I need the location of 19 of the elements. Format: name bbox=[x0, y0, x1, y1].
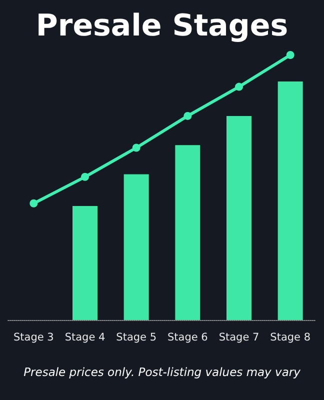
x-tick-label: Stage 5 bbox=[116, 332, 157, 344]
x-tick-label: Stage 4 bbox=[64, 332, 106, 344]
chart-title: Presale Stages bbox=[36, 8, 288, 44]
point bbox=[81, 172, 89, 181]
bar bbox=[226, 116, 252, 320]
x-tick-label: Stage 6 bbox=[167, 332, 208, 344]
bar bbox=[175, 145, 200, 320]
x-tick-label: Stage 8 bbox=[270, 332, 311, 344]
bar bbox=[278, 82, 303, 320]
point bbox=[286, 51, 294, 59]
text: Presale prices only. Post-listing values may vary bbox=[24, 365, 301, 379]
point bbox=[132, 144, 140, 152]
x-tick-label: Stage 7 bbox=[218, 332, 260, 344]
bar bbox=[124, 174, 149, 320]
point bbox=[30, 199, 38, 208]
bar bbox=[72, 206, 98, 320]
x-tick-label: Stage 3 bbox=[13, 332, 54, 344]
point bbox=[184, 112, 192, 120]
point bbox=[235, 82, 243, 91]
